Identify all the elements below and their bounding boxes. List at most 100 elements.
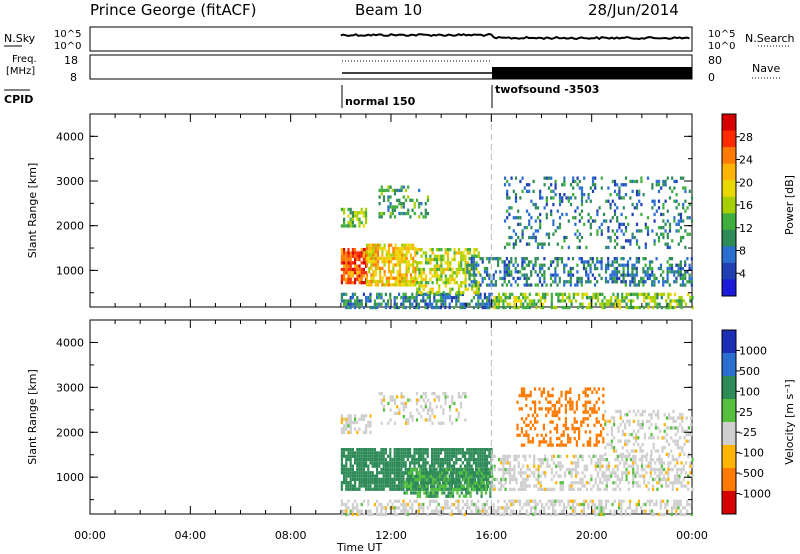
data-cell: [470, 464, 473, 468]
data-cell: [426, 461, 429, 465]
data-cell: [435, 292, 438, 296]
data-cell: [652, 442, 655, 447]
data-cell: [657, 436, 660, 440]
data-cell: [418, 248, 421, 252]
data-cell: [657, 266, 660, 271]
data-cell: [423, 484, 426, 488]
data-cell: [601, 305, 604, 310]
data-cell: [639, 423, 642, 427]
data-cell: [636, 292, 639, 296]
data-cell: [360, 414, 363, 418]
data-cell: [433, 454, 436, 458]
data-cell: [343, 451, 346, 455]
data-cell: [557, 296, 560, 300]
data-cell: [471, 481, 474, 485]
data-cell: [439, 292, 442, 296]
data-cell: [508, 226, 511, 230]
data-cell: [650, 432, 653, 437]
data-cell: [415, 487, 418, 491]
data-cell: [481, 512, 484, 517]
data-cell: [453, 448, 456, 452]
data-cell: [636, 467, 639, 472]
data-cell: [457, 251, 461, 255]
data-cell: [519, 179, 522, 184]
data-cell: [424, 277, 428, 281]
data-cell: [449, 491, 452, 495]
data-cell: [535, 302, 538, 306]
data-cell: [369, 471, 372, 475]
data-cell: [610, 439, 613, 443]
data-cell: [578, 276, 581, 281]
data-cell: [690, 432, 693, 437]
data-cell: [387, 266, 391, 270]
data-cell: [514, 176, 518, 180]
data-cell: [576, 280, 579, 284]
data-cell: [654, 477, 657, 482]
data-cell: [577, 458, 580, 462]
data-cell: [633, 179, 636, 184]
data-cell: [367, 454, 370, 458]
data-cell: [642, 270, 645, 274]
data-cell: [642, 283, 645, 287]
data-cell: [623, 454, 626, 458]
data-cell: [368, 260, 371, 264]
data-cell: [570, 461, 573, 465]
data-cell: [442, 302, 445, 306]
data-cell: [651, 458, 655, 462]
data-cell: [544, 454, 547, 458]
data-cell: [407, 246, 410, 251]
data-cell: [556, 413, 559, 418]
data-cell: [673, 477, 677, 482]
data-cell: [370, 246, 373, 251]
data-cell: [665, 305, 668, 310]
data-cell: [396, 273, 399, 277]
data-cell: [409, 451, 412, 455]
data-cell: [360, 211, 363, 215]
data-cell: [478, 488, 481, 492]
data-cell: [574, 299, 578, 303]
data-cell: [635, 242, 639, 246]
data-cell: [445, 468, 448, 472]
data-cell: [651, 296, 655, 300]
data-cell: [523, 390, 526, 394]
data-cell: [422, 454, 425, 458]
data-cell: [612, 292, 615, 296]
data-cell: [542, 436, 545, 441]
data-cell: [611, 260, 614, 264]
data-cell: [648, 436, 651, 440]
data-cell: [461, 512, 464, 517]
data-cell: [543, 183, 546, 187]
data-cell: [547, 176, 551, 180]
data-cell: [556, 443, 559, 447]
data-cell: [550, 454, 553, 458]
data-cell: [427, 281, 430, 285]
data-cell: [586, 394, 589, 398]
data-cell: [449, 261, 452, 265]
data-cell: [532, 499, 535, 503]
data-cell: [431, 257, 434, 262]
colorbar-tick-label: -1000: [739, 488, 771, 501]
data-cell: [596, 487, 600, 491]
data-cell: [382, 198, 386, 202]
data-cell: [532, 263, 535, 267]
data-cell: [455, 454, 458, 458]
data-cell: [654, 296, 657, 300]
data-cell: [635, 432, 638, 437]
data-cell: [349, 257, 352, 262]
data-cell: [589, 280, 592, 284]
data-cell: [618, 222, 621, 226]
data-cell: [412, 484, 415, 488]
data-cell: [617, 409, 620, 414]
data-cell: [481, 257, 484, 261]
data-cell: [666, 245, 669, 250]
data-cell: [431, 251, 434, 255]
data-cell: [656, 296, 659, 300]
data-cell: [392, 283, 395, 287]
data-cell: [629, 196, 632, 200]
data-cell: [387, 198, 390, 202]
data-cell: [453, 454, 456, 458]
data-cell: [600, 229, 603, 233]
data-cell: [611, 276, 614, 281]
data-cell: [544, 487, 547, 491]
data-cell: [384, 481, 387, 485]
